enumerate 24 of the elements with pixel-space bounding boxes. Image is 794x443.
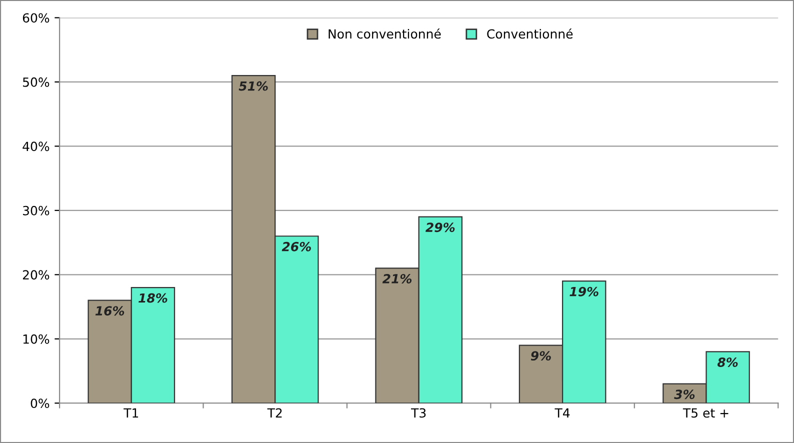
x-tick-label: T5 et +	[682, 408, 728, 418]
y-tick-label: 20%	[22, 270, 50, 280]
legend-label: Conventionné	[487, 28, 573, 39]
y-tick-label: 0%	[30, 398, 50, 408]
data-label: 3%	[674, 390, 695, 400]
data-label: 29%	[426, 222, 455, 232]
y-tick-label: 10%	[23, 334, 50, 344]
data-label: 8%	[717, 358, 738, 367]
x-tick-label: T3	[411, 408, 426, 418]
y-tick-label: 30%	[23, 206, 50, 216]
x-tick-label: T4	[554, 408, 570, 418]
y-tick-label: 40%	[22, 142, 50, 152]
data-label: 21%	[382, 274, 412, 284]
data-label: 26%	[282, 242, 311, 252]
x-tick-label: T2	[267, 408, 282, 418]
data-label: 9%	[530, 351, 551, 361]
data-label: 18%	[138, 293, 168, 303]
y-tick-label: 60%	[22, 13, 50, 23]
y-tick-label: 50%	[23, 77, 50, 87]
data-label: 19%	[570, 286, 598, 296]
legend-label: Non conventionné	[328, 28, 441, 39]
x-tick-label: T1	[124, 408, 138, 418]
data-label: 51%	[238, 81, 268, 91]
data-label: 16%	[95, 306, 124, 316]
